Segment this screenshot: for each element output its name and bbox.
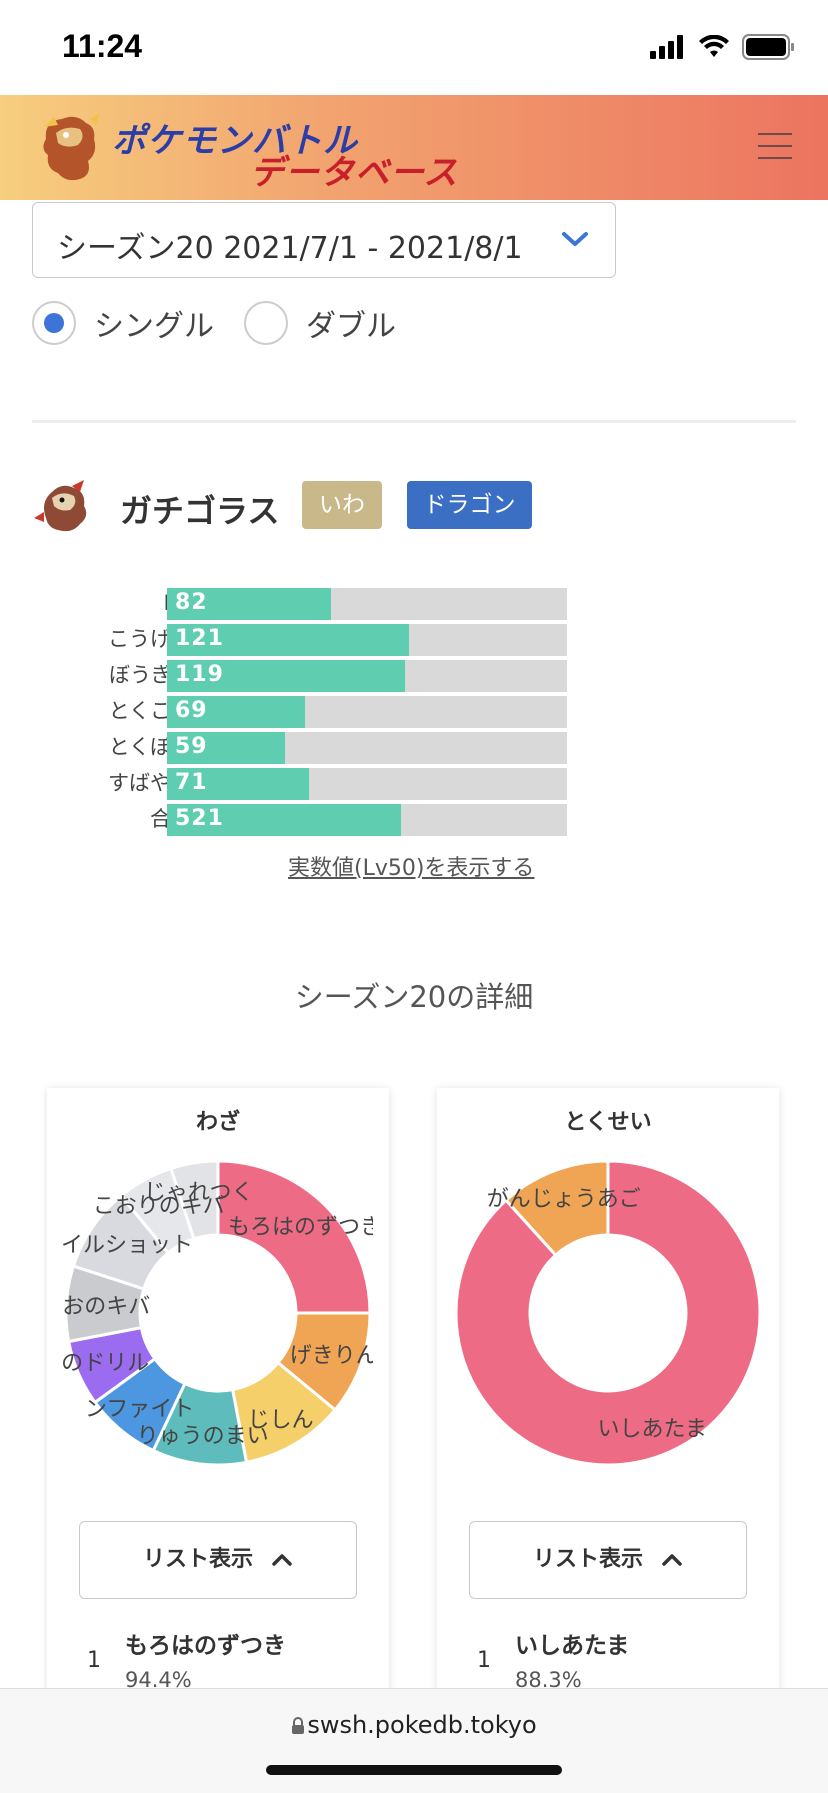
stat-row-sp-defense: とくぼう 59 <box>40 732 600 764</box>
donut-label: がんじょうあご <box>487 1187 641 1212</box>
stat-bar: 71 <box>167 768 567 800</box>
donut-label: のおのキバ <box>63 1294 150 1319</box>
status-icons <box>650 34 796 60</box>
donut-label: のドリル <box>63 1351 149 1376</box>
donut-slice <box>216 1159 372 1315</box>
abilities-card: とくせい いしあたま がんじょうあご リスト表示 1 いしあたま 88.3% <box>437 1088 779 1708</box>
moves-card: わざ もろはのずつきげきりんじしんりゅうのまいンファイトのドリルのおのキバケイル… <box>47 1088 389 1708</box>
season-select-value: シーズン20 2021/7/1 - 2021/8/1 <box>57 231 523 266</box>
real-value-link[interactable]: 実数値(Lv50)を表示する <box>288 856 535 881</box>
list-item-rank: 1 <box>87 1648 101 1673</box>
stat-bar: 69 <box>167 696 567 728</box>
wifi-icon <box>699 35 729 57</box>
url-text: swsh.pokedb.tokyo <box>307 1711 537 1739</box>
list-item-name[interactable]: いしあたま <box>515 1633 630 1659</box>
moves-card-title: わざ <box>195 1110 240 1135</box>
donut-label: じしん <box>248 1408 314 1433</box>
season-detail-title: シーズン20の詳細 <box>294 980 534 1014</box>
browser-bottom-bar: swsh.pokedb.tokyo <box>0 1688 828 1793</box>
stat-row-defense: ぼうぎょ 119 <box>40 660 600 692</box>
menu-hamburger-icon[interactable] <box>758 133 792 159</box>
donut-label: りゅうのまい <box>137 1424 269 1449</box>
radio-single-label[interactable]: シングル <box>94 309 214 344</box>
donut-label: げきりん <box>290 1344 373 1369</box>
stat-row-sp-attack: とくこう 69 <box>40 696 600 728</box>
moves-list-toggle-button[interactable]: リスト表示 <box>79 1521 357 1599</box>
stat-fill <box>167 624 409 656</box>
stat-fill <box>167 804 402 836</box>
stat-row-attack: こうげき 121 <box>40 624 600 656</box>
stat-row-total: 合計 521 <box>40 804 600 836</box>
pokemon-name: ガチゴラス <box>120 492 280 530</box>
stat-value: 59 <box>175 734 208 759</box>
battery-icon <box>742 34 794 60</box>
radio-double-label[interactable]: ダブル <box>306 309 396 344</box>
stat-bar: 521 <box>167 804 567 836</box>
url-bar[interactable]: swsh.pokedb.tokyo <box>0 1711 828 1739</box>
donut-label: じゃれつく <box>144 1181 254 1206</box>
donut-label: いしあたま <box>598 1417 707 1442</box>
abilities-card-title: とくせい <box>564 1110 652 1135</box>
donut-slice <box>454 1159 762 1467</box>
signal-icon <box>650 35 683 59</box>
lock-icon <box>292 1717 305 1734</box>
stat-bar: 121 <box>167 624 567 656</box>
site-header: ポケモンバトル データベース <box>0 95 828 200</box>
stat-fill <box>167 696 305 728</box>
stat-value: 119 <box>175 662 224 687</box>
stat-bar: 59 <box>167 732 567 764</box>
home-indicator[interactable] <box>266 1765 562 1775</box>
pokemon-sprite-icon <box>34 480 87 532</box>
list-button-label: リスト表示 <box>532 1547 643 1572</box>
list-button-label: リスト表示 <box>142 1547 253 1572</box>
season-select[interactable]: シーズン20 2021/7/1 - 2021/8/1 <box>32 202 616 278</box>
stat-value: 71 <box>175 770 208 795</box>
chevron-up-icon <box>662 1554 682 1566</box>
logo-text-line2[interactable]: データベース <box>250 153 459 193</box>
stat-bar: 119 <box>167 660 567 692</box>
donut-label: ンファイト <box>85 1397 194 1422</box>
stat-row-speed: すばやさ 71 <box>40 768 600 800</box>
stat-fill <box>167 732 285 764</box>
divider <box>32 420 796 423</box>
list-item-rank: 1 <box>477 1648 491 1673</box>
donut-label: もろはのずつき <box>228 1215 373 1240</box>
chevron-up-icon <box>272 1554 292 1566</box>
stat-value: 69 <box>175 698 208 723</box>
donut-label: ケイルショット <box>63 1233 193 1258</box>
radio-single[interactable] <box>32 301 76 345</box>
list-item-name[interactable]: もろはのずつき <box>125 1633 286 1659</box>
donut-slice <box>503 1159 610 1258</box>
type-badge-dragon: ドラゴン <box>407 481 532 529</box>
abilities-list-toggle-button[interactable]: リスト表示 <box>469 1521 747 1599</box>
radio-double[interactable] <box>244 301 288 345</box>
chevron-down-icon <box>562 232 588 246</box>
status-time: 11:24 <box>62 28 143 64</box>
abilities-donut-chart: いしあたま がんじょうあご <box>454 1159 762 1467</box>
stat-fill <box>167 588 331 620</box>
battle-format-radio-group: シングル ダブル <box>32 298 426 348</box>
stat-fill <box>167 660 405 692</box>
donut-slice <box>169 1159 220 1241</box>
stat-fill <box>167 768 309 800</box>
logo-pokemon-icon[interactable] <box>36 109 108 185</box>
status-bar: 11:24 <box>0 0 828 95</box>
logo-text-line1[interactable]: ポケモンバトル <box>112 121 359 161</box>
stat-value: 121 <box>175 626 224 651</box>
stat-bar: 82 <box>167 588 567 620</box>
type-badge-rock: いわ <box>302 481 382 529</box>
stat-row-hp: HP 82 <box>40 588 600 620</box>
stat-value: 82 <box>175 590 208 615</box>
stat-value: 521 <box>175 806 224 831</box>
donut-label: こおりのキバ <box>93 1194 225 1219</box>
